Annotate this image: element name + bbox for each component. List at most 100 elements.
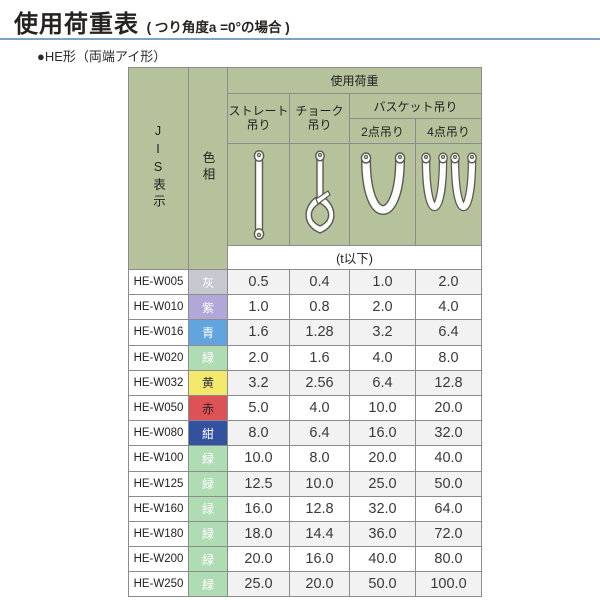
value-cell: 2.0	[349, 294, 416, 321]
title-divider	[0, 38, 600, 40]
table-row: HE-W016 青 1.6 1.28 3.2 6.4	[128, 319, 482, 346]
color-chip-cell: 緑	[188, 445, 228, 472]
table-body: HE-W005 灰 0.5 0.4 1.0 2.0 HE-W010 紫 1.0 0.8 2.0 4.0…	[128, 268, 482, 598]
jis-code-cell: HE-W050	[128, 394, 189, 422]
value-cell: 40.0	[349, 546, 416, 573]
jis-code-cell: HE-W080	[128, 420, 189, 447]
value-cell: 32.0	[415, 420, 482, 447]
value-cell: 2.0	[415, 268, 482, 296]
value-cell: 0.5	[227, 268, 290, 296]
value-cell: 4.0	[349, 344, 416, 371]
jis-code-cell: HE-W200	[128, 546, 189, 573]
basket-2point-icon	[349, 143, 416, 246]
value-cell: 18.0	[227, 520, 290, 548]
jis-code-cell: HE-W125	[128, 470, 189, 497]
jis-code-cell: HE-W180	[128, 520, 189, 548]
value-cell: 4.0	[289, 394, 350, 422]
table-row: HE-W180 緑 18.0 14.4 36.0 72.0	[128, 520, 482, 548]
value-cell: 72.0	[415, 520, 482, 548]
jis-code-cell: HE-W100	[128, 445, 189, 472]
color-chip-cell: 緑	[188, 571, 228, 598]
value-cell: 20.0	[415, 394, 482, 422]
color-chip-cell: 緑	[188, 470, 228, 497]
value-cell: 16.0	[227, 495, 290, 522]
table-header: JIS表示 色相 使用荷重 ストレート 吊り チョーク 吊り バスケット吊り 2…	[128, 67, 482, 270]
table-row: HE-W080 紺 8.0 6.4 16.0 32.0	[128, 420, 482, 447]
choker-hitch-icon	[289, 143, 350, 246]
value-cell: 4.0	[415, 294, 482, 321]
value-cell: 1.0	[349, 268, 416, 296]
table-row: HE-W100 緑 10.0 8.0 20.0 40.0	[128, 445, 482, 472]
value-cell: 3.2	[349, 319, 416, 346]
value-cell: 20.0	[349, 445, 416, 472]
value-cell: 8.0	[415, 344, 482, 371]
value-cell: 64.0	[415, 495, 482, 522]
header-color: 色相	[188, 67, 228, 270]
value-cell: 5.0	[227, 394, 290, 422]
value-cell: 1.6	[227, 319, 290, 346]
header-basket-4point: 4点吊り	[415, 118, 482, 144]
value-cell: 80.0	[415, 546, 482, 573]
jis-code-cell: HE-W016	[128, 319, 189, 346]
color-chip-cell: 赤	[188, 394, 228, 422]
page-title-main: 使用荷重表	[14, 11, 139, 38]
color-chip-cell: 緑	[188, 520, 228, 548]
jis-code-cell: HE-W250	[128, 571, 189, 598]
header-jis: JIS表示	[128, 67, 189, 270]
header-basket: バスケット吊り	[349, 93, 482, 119]
value-cell: 50.0	[349, 571, 416, 598]
page-title: 使用荷重表 ( つり角度a =0°の場合 )	[14, 4, 290, 39]
header-choker: チョーク 吊り	[289, 93, 350, 144]
value-cell: 3.2	[227, 369, 290, 396]
value-cell: 0.4	[289, 268, 350, 296]
color-chip-cell: 緑	[188, 546, 228, 573]
table-row: HE-W160 緑 16.0 12.8 32.0 64.0	[128, 495, 482, 522]
table-row: HE-W250 緑 25.0 20.0 50.0 100.0	[128, 571, 482, 598]
table-row: HE-W005 灰 0.5 0.4 1.0 2.0	[128, 268, 482, 296]
basket-4point-icon	[415, 143, 482, 246]
value-cell: 8.0	[289, 445, 350, 472]
color-chip-cell: 紺	[188, 420, 228, 447]
value-cell: 25.0	[227, 571, 290, 598]
value-cell: 20.0	[289, 571, 350, 598]
value-cell: 14.4	[289, 520, 350, 548]
jis-code-cell: HE-W032	[128, 369, 189, 396]
table-row: HE-W020 緑 2.0 1.6 4.0 8.0	[128, 344, 482, 371]
value-cell: 50.0	[415, 470, 482, 497]
value-cell: 1.0	[227, 294, 290, 321]
value-cell: 6.4	[415, 319, 482, 346]
table-row: HE-W010 紫 1.0 0.8 2.0 4.0	[128, 294, 482, 321]
header-load: 使用荷重	[227, 67, 482, 94]
unit-row-label: (t以下)	[227, 245, 482, 270]
value-cell: 20.0	[227, 546, 290, 573]
header-straight: ストレート 吊り	[227, 93, 290, 144]
value-cell: 12.8	[289, 495, 350, 522]
value-cell: 12.5	[227, 470, 290, 497]
value-cell: 100.0	[415, 571, 482, 598]
value-cell: 36.0	[349, 520, 416, 548]
jis-code-cell: HE-W005	[128, 268, 189, 296]
value-cell: 6.4	[289, 420, 350, 447]
table-row: HE-W050 赤 5.0 4.0 10.0 20.0	[128, 394, 482, 422]
value-cell: 10.0	[227, 445, 290, 472]
color-chip-cell: 紫	[188, 294, 228, 321]
color-chip-cell: 緑	[188, 495, 228, 522]
color-chip-cell: 緑	[188, 344, 228, 371]
value-cell: 2.0	[227, 344, 290, 371]
value-cell: 2.56	[289, 369, 350, 396]
value-cell: 10.0	[349, 394, 416, 422]
section-label: ●HE形（両端アイ形）	[37, 49, 167, 64]
value-cell: 12.8	[415, 369, 482, 396]
value-cell: 0.8	[289, 294, 350, 321]
color-chip-cell: 青	[188, 319, 228, 346]
value-cell: 40.0	[415, 445, 482, 472]
straight-hitch-icon	[227, 143, 290, 246]
header-basket-2point: 2点吊り	[349, 118, 416, 144]
table-row: HE-W125 緑 12.5 10.0 25.0 50.0	[128, 470, 482, 497]
value-cell: 6.4	[349, 369, 416, 396]
color-chip-cell: 灰	[188, 268, 228, 296]
value-cell: 32.0	[349, 495, 416, 522]
table-row: HE-W032 黄 3.2 2.56 6.4 12.8	[128, 369, 482, 396]
value-cell: 16.0	[349, 420, 416, 447]
load-table: JIS表示 色相 使用荷重 ストレート 吊り チョーク 吊り バスケット吊り 2…	[128, 67, 482, 598]
